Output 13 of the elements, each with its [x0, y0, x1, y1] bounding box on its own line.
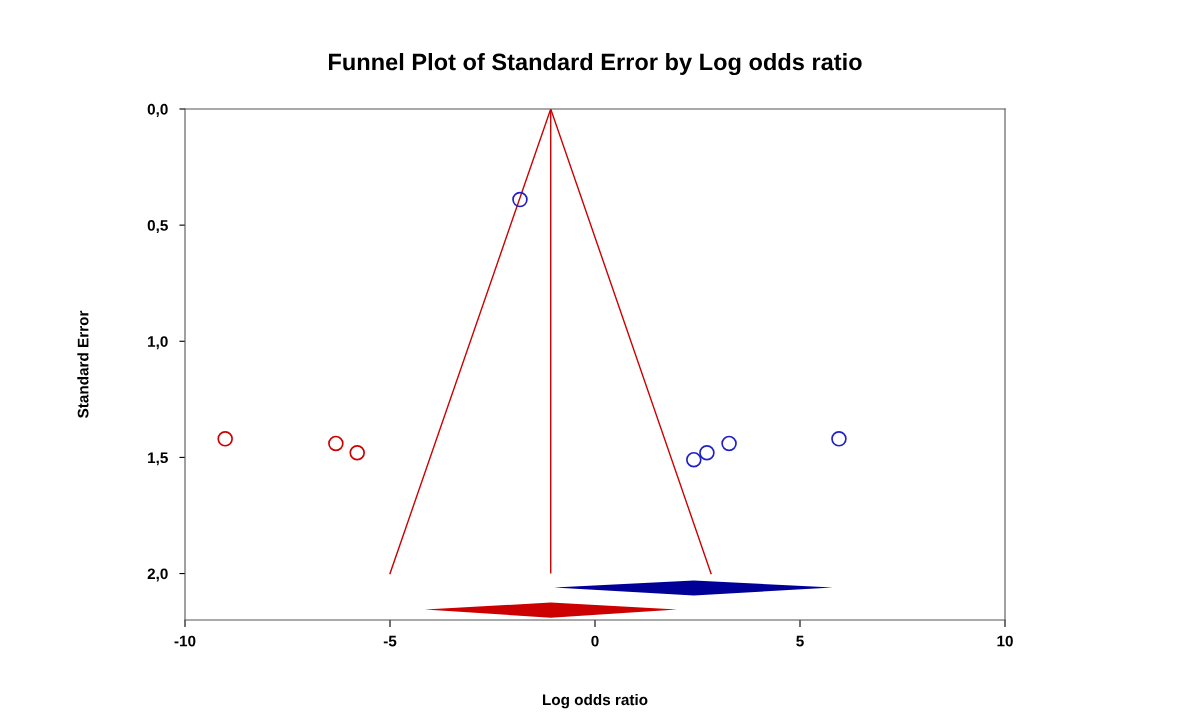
y-axis-title: Standard Error: [77, 310, 89, 418]
y-tick-label: 0,0: [147, 103, 168, 117]
y-tick-label: 0,5: [147, 220, 168, 234]
x-tick-label: 5: [796, 635, 804, 647]
y-tick-label: 1,0: [148, 336, 168, 350]
x-tick-label: -10: [174, 635, 196, 647]
x-tick-label: 10: [997, 635, 1013, 647]
y-tick-label: 2,0: [147, 568, 168, 582]
x-tick-label: -5: [383, 635, 397, 647]
y-tick-label: 1,5: [148, 452, 168, 466]
x-tick-label: 0: [591, 635, 599, 647]
chart-title: Funnel Plot of Standard Error by Log odds ratio: [329, 53, 862, 76]
x-axis-title: Log odds ratio: [542, 693, 648, 709]
